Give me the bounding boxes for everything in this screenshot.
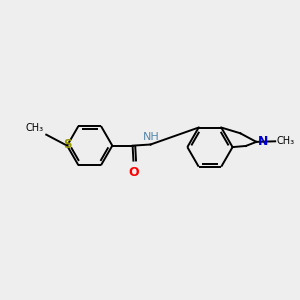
Text: NH: NH <box>142 132 159 142</box>
Text: O: O <box>128 166 139 179</box>
Text: S: S <box>63 138 72 151</box>
Text: CH₃: CH₃ <box>277 136 295 146</box>
Text: N: N <box>258 135 268 148</box>
Text: CH₃: CH₃ <box>26 123 44 133</box>
